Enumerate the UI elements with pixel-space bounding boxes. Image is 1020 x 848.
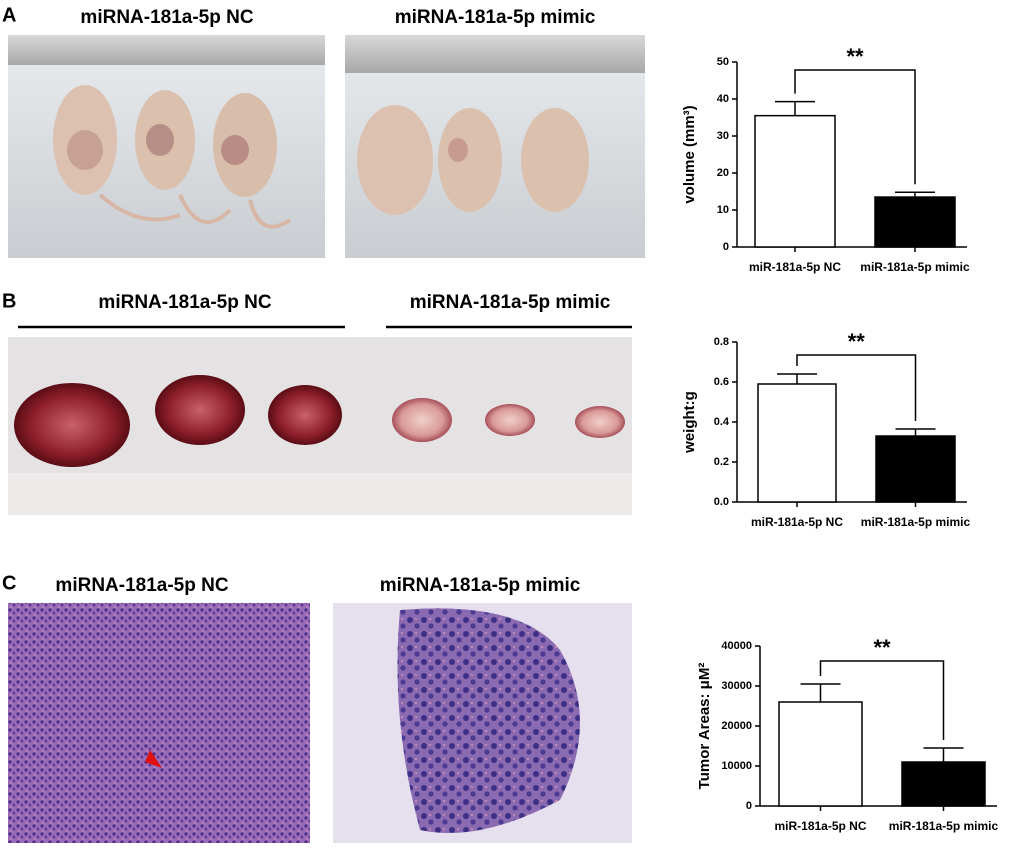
- significance-label: **: [846, 44, 864, 69]
- x-tick-label: miR-181a-5p mimic: [889, 819, 999, 833]
- y-tick-label: 0.0: [714, 496, 729, 508]
- y-tick-label: 0.2: [714, 456, 729, 468]
- histology-nc: [8, 603, 310, 843]
- caption: miRNA-181a-5p NC: [55, 575, 228, 596]
- caption: miRNA-181a-5p mimic: [410, 292, 611, 313]
- histology-mimic: [333, 603, 632, 843]
- caption: miRNA-181a-5p NC: [80, 7, 253, 28]
- y-tick-label: 20000: [721, 720, 752, 732]
- y-tick-label: 10000: [721, 760, 752, 772]
- photo-mice-mimic: [345, 35, 645, 258]
- caption: miRNA-181a-5p mimic: [380, 575, 581, 596]
- y-tick-label: 0.6: [714, 376, 729, 388]
- y-tick-label: 0.4: [714, 416, 730, 428]
- bar: [778, 701, 863, 807]
- y-tick-label: 0.8: [714, 336, 729, 348]
- y-tick-label: 20: [717, 167, 729, 179]
- y-tick-label: 0: [723, 241, 729, 253]
- y-axis-label: volume (mm³): [681, 105, 698, 203]
- significance-label: **: [848, 329, 866, 354]
- y-tick-label: 40: [717, 93, 729, 105]
- bar: [901, 761, 986, 807]
- significance-label: **: [873, 635, 891, 660]
- x-tick-label: miR-181a-5p mimic: [861, 515, 971, 529]
- panel-label: C: [2, 572, 16, 594]
- y-tick-label: 0: [746, 800, 752, 812]
- bar: [874, 196, 956, 248]
- x-tick-label: miR-181a-5p mimic: [860, 260, 970, 274]
- bar: [757, 383, 837, 503]
- photo-tumors: [8, 337, 632, 515]
- significance-bracket: [796, 354, 917, 421]
- y-tick-label: 40000: [721, 640, 752, 652]
- arrow: [145, 750, 162, 768]
- y-tick-label: 10: [717, 204, 729, 216]
- significance-bracket: [794, 69, 916, 185]
- x-tick-label: miR-181a-5p NC: [774, 819, 866, 833]
- caption: miRNA-181a-5p NC: [98, 292, 271, 313]
- bar: [875, 435, 956, 503]
- panel-label: A: [2, 4, 16, 26]
- panel-label: B: [2, 290, 16, 312]
- x-tick-label: miR-181a-5p NC: [749, 260, 841, 274]
- caption: miRNA-181a-5p mimic: [395, 7, 596, 28]
- bar: [754, 114, 836, 248]
- y-tick-label: 30: [717, 130, 729, 142]
- significance-bracket: [819, 660, 945, 740]
- y-axis-label: Tumor Areas: μM²: [696, 663, 713, 790]
- x-tick-label: miR-181a-5p NC: [751, 515, 843, 529]
- y-tick-label: 30000: [721, 680, 752, 692]
- photo-mice-nc: [8, 35, 325, 258]
- y-axis-label: weight:g: [681, 391, 698, 454]
- y-tick-label: 50: [717, 56, 729, 68]
